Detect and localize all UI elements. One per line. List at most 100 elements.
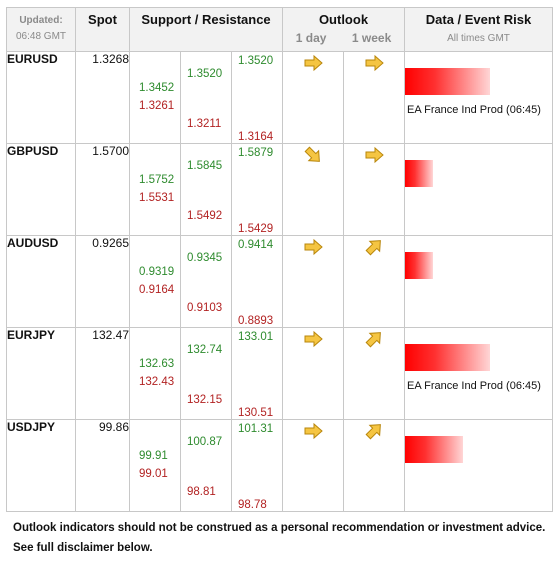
resistance-2-value: 132.15 <box>187 394 223 406</box>
pair-name: EURUSD <box>6 51 76 144</box>
header-row: Updated: 06:48 GMT Spot Support / Resist… <box>6 7 553 52</box>
sr-level-3: 0.9414 0.8893 <box>231 235 283 328</box>
outlook-day-down-right-arrow-icon <box>302 146 324 170</box>
outlook-day-icon-cell <box>282 51 344 144</box>
table-row: USDJPY 99.86 99.91 99.01 100.87 98.81 101.31 98… <box>6 419 553 512</box>
table-row: AUDUSD 0.9265 0.9319 0.9164 0.9345 0.9103 0.94… <box>6 235 553 328</box>
extreme-low-value: 1.5429 <box>238 223 274 235</box>
disclaimer-line-2: See full disclaimer below. <box>13 542 153 554</box>
outlook-week-up-right-arrow-icon <box>363 240 385 262</box>
sr-level-2: 132.74 132.15 <box>180 327 232 420</box>
outlook-week-up-right-arrow-icon <box>363 424 385 446</box>
resistance-1-value: 1.3520 <box>187 68 223 80</box>
spot-value: 0.9265 <box>75 235 130 328</box>
support-2-value: 1.5531 <box>139 192 175 204</box>
outlook-day-label: 1 day <box>295 31 327 45</box>
risk-cell <box>404 419 553 512</box>
extreme-low-value: 1.3164 <box>238 131 274 143</box>
resistance-2-value: 98.81 <box>187 486 216 498</box>
resistance-2-value: 1.3211 <box>187 118 222 130</box>
sr-header: Support / Resistance <box>129 7 283 52</box>
outlook-day-right-arrow-icon <box>302 238 324 262</box>
extreme-low-value: 98.78 <box>238 499 267 511</box>
spot-value: 1.5700 <box>75 143 130 236</box>
resistance-2-value: 0.9103 <box>187 302 223 314</box>
support-1-value: 0.9319 <box>139 266 175 278</box>
table-row: GBPUSD 1.5700 1.5752 1.5531 1.5845 1.5492 1.58… <box>6 143 553 236</box>
outlook-week-icon-cell <box>343 143 405 236</box>
resistance-1-value: 132.74 <box>187 344 223 356</box>
table-row: EURJPY 132.47 132.63 132.43 132.74 132.15 133.… <box>6 327 553 420</box>
risk-cell: EA France Ind Prod (06:45) <box>404 327 553 420</box>
risk-bar <box>405 252 433 279</box>
updated-cell: Updated: 06:48 GMT <box>6 7 76 52</box>
sr-level-2: 100.87 98.81 <box>180 419 232 512</box>
outlook-week-icon-cell <box>343 235 405 328</box>
sr-level-1: 99.91 99.01 <box>129 419 181 512</box>
pair-name: USDJPY <box>6 419 76 512</box>
risk-cell: EA France Ind Prod (06:45) <box>404 51 553 144</box>
sr-level-3: 101.31 98.78 <box>231 419 283 512</box>
support-2-value: 0.9164 <box>139 284 175 296</box>
sr-level-2: 0.9345 0.9103 <box>180 235 232 328</box>
table-row: EURUSD 1.3268 1.3452 1.3261 1.3520 1.3211 1.35… <box>6 51 553 144</box>
event-label: EA France Ind Prod (06:45) <box>407 104 541 116</box>
support-1-value: 1.3452 <box>139 82 175 94</box>
support-1-value: 132.63 <box>139 358 175 370</box>
extreme-high-value: 101.31 <box>238 423 274 435</box>
risk-cell <box>404 143 553 236</box>
support-2-value: 132.43 <box>139 376 175 388</box>
sr-level-3: 1.5879 1.5429 <box>231 143 283 236</box>
risk-bar <box>405 344 490 371</box>
updated-label: Updated: <box>19 15 63 26</box>
support-1-value: 1.5752 <box>139 174 175 186</box>
risk-header: Data / Event Risk All times GMT <box>404 7 553 52</box>
outlook-day-icon-cell <box>282 327 344 420</box>
resistance-1-value: 1.5845 <box>187 160 223 172</box>
resistance-1-value: 0.9345 <box>187 252 223 264</box>
extreme-high-value: 1.3520 <box>238 55 274 67</box>
sr-level-3: 133.01 130.51 <box>231 327 283 420</box>
outlook-day-icon-cell <box>282 143 344 236</box>
outlook-day-right-arrow-icon <box>302 54 324 78</box>
sr-level-1: 1.3452 1.3261 <box>129 51 181 144</box>
risk-bar <box>405 160 433 187</box>
sr-level-2: 1.5845 1.5492 <box>180 143 232 236</box>
outlook-week-icon-cell <box>343 327 405 420</box>
resistance-2-value: 1.5492 <box>187 210 223 222</box>
spot-value: 1.3268 <box>75 51 130 144</box>
spot-value: 132.47 <box>75 327 130 420</box>
extreme-low-value: 0.8893 <box>238 315 274 327</box>
sr-level-3: 1.3520 1.3164 <box>231 51 283 144</box>
outlook-day-right-arrow-icon <box>302 330 324 354</box>
sr-level-2: 1.3520 1.3211 <box>180 51 232 144</box>
extreme-high-value: 133.01 <box>238 331 274 343</box>
outlook-week-right-arrow-icon <box>363 146 385 170</box>
sr-level-1: 132.63 132.43 <box>129 327 181 420</box>
updated-time: 06:48 GMT <box>15 31 67 42</box>
outlook-week-right-arrow-icon <box>363 54 385 78</box>
outlook-week-icon-cell <box>343 419 405 512</box>
outlook-day-icon-cell <box>282 419 344 512</box>
sr-level-1: 0.9319 0.9164 <box>129 235 181 328</box>
outlook-day-right-arrow-icon <box>302 422 324 446</box>
support-2-value: 1.3261 <box>139 100 175 112</box>
outlook-header: Outlook 1 day 1 week <box>282 7 405 52</box>
support-1-value: 99.91 <box>139 450 168 462</box>
event-label: EA France Ind Prod (06:45) <box>407 380 541 392</box>
pair-name: AUDUSD <box>6 235 76 328</box>
outlook-week-label: 1 week <box>351 31 392 45</box>
disclaimer-line-1: Outlook indicators should not be constru… <box>13 522 546 534</box>
outlook-week-up-right-arrow-icon <box>363 332 385 354</box>
risk-cell <box>404 235 553 328</box>
sr-level-1: 1.5752 1.5531 <box>129 143 181 236</box>
risk-subtitle: All times GMT <box>447 33 510 44</box>
pair-name: EURJPY <box>6 327 76 420</box>
extreme-high-value: 0.9414 <box>238 239 274 251</box>
risk-bar <box>405 436 463 463</box>
spot-value: 99.86 <box>75 419 130 512</box>
extreme-high-value: 1.5879 <box>238 147 274 159</box>
outlook-day-icon-cell <box>282 235 344 328</box>
disclaimer: Outlook indicators should not be constru… <box>13 518 545 558</box>
support-2-value: 99.01 <box>139 468 168 480</box>
